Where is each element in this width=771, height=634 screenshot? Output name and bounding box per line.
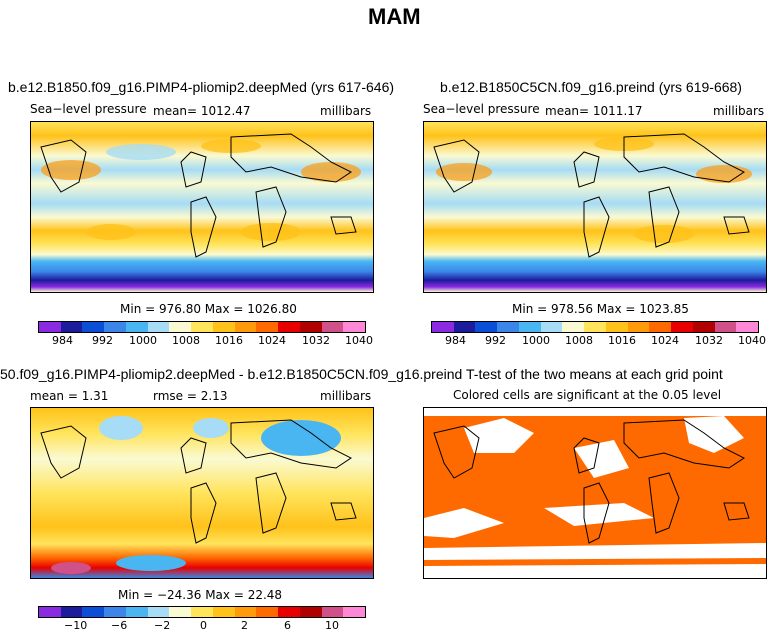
variable-label-top-right: Sea−level pressure (423, 102, 540, 116)
colorbar-swatch (475, 322, 498, 332)
colorbar-swatch (671, 322, 693, 332)
minmax-top-right: Min = 978.56 Max = 1023.85 (512, 302, 689, 316)
cbar-tick: 1008 (565, 334, 593, 347)
cbar-tick: −10 (64, 619, 88, 632)
cbar-tick: 10 (325, 619, 339, 632)
ttest-significance-map (423, 407, 767, 579)
sea-level-pressure-map-top-right (423, 121, 767, 293)
colorbar-swatch (104, 322, 126, 332)
cbar-tick: 984 (52, 334, 73, 347)
colorbar-swatch (191, 607, 213, 617)
colorbar-swatch (256, 322, 279, 332)
colorbar-swatch (321, 322, 344, 332)
cbar-tick: 1032 (695, 334, 723, 347)
colorbar-swatch (343, 607, 366, 617)
cbar-tick: −6 (111, 619, 128, 632)
cbar-tick: 1040 (738, 334, 766, 347)
cbar-tick: 1032 (302, 334, 330, 347)
colorbar-swatch (60, 322, 83, 332)
colorbar-swatch (584, 322, 606, 332)
colorbar-swatch (234, 607, 257, 617)
colorbar-swatch (649, 322, 672, 332)
colorbar-swatch (147, 322, 170, 332)
minmax-top-left: Min = 976.80 Max = 1026.80 (120, 302, 297, 316)
colorbar-swatch (125, 607, 148, 617)
colorbar-swatch (278, 322, 300, 332)
colorbar-swatch (39, 322, 61, 332)
colorbar-swatch (212, 322, 235, 332)
colorbar-swatch (147, 607, 170, 617)
cbar-tick: 2 (241, 619, 248, 632)
colorbar-swatch (627, 322, 650, 332)
colorbar-swatch (104, 607, 126, 617)
colorbar-swatch (256, 607, 279, 617)
colorbar-swatch (299, 607, 322, 617)
mean-label-top-left: mean= 1012.47 (153, 104, 251, 118)
colorbar-swatch (562, 322, 585, 332)
cbar-tick: 1000 (522, 334, 550, 347)
colorbar-swatch (540, 322, 563, 332)
colorbar-swatch (60, 607, 83, 617)
colorbar-swatch (714, 322, 737, 332)
rmse-label-bottom-left: rmse = 2.13 (153, 389, 228, 403)
cbar-tick: 992 (92, 334, 113, 347)
panel-title-bottom-left: 50.f09_g16.PIMP4-pliomip2.deepMed - b.e1… (0, 366, 463, 382)
cbar-tick: 1016 (608, 334, 636, 347)
units-label-bottom-left: millibars (320, 389, 372, 403)
colorbar-swatch (605, 322, 628, 332)
mean-label-bottom-left: mean = 1.31 (30, 389, 109, 403)
colorbar-swatch (497, 322, 519, 332)
colorbar-swatch (39, 607, 61, 617)
cbar-tick: 1024 (258, 334, 286, 347)
units-label-top-right: millibars (713, 104, 765, 118)
colorbar-swatch (234, 322, 257, 332)
units-label-top-left: millibars (320, 104, 372, 118)
cbar-tick: 1008 (172, 334, 200, 347)
colorbar-swatch (125, 322, 148, 332)
colorbar-swatch (82, 322, 105, 332)
colorbar-swatch (432, 322, 454, 332)
cbar-tick: 1024 (651, 334, 679, 347)
cbar-tick: 984 (445, 334, 466, 347)
significance-subtitle: Colored cells are significant at the 0.0… (453, 388, 722, 402)
cbar-tick: 1016 (215, 334, 243, 347)
mean-label-top-right: mean= 1011.17 (545, 104, 643, 118)
colorbar-swatch (169, 322, 192, 332)
colorbar-swatch (169, 607, 192, 617)
colorbar-swatch (518, 322, 541, 332)
figure-title: MAM (368, 4, 421, 29)
colorbar-swatch (191, 322, 213, 332)
cbar-tick: 1040 (345, 334, 373, 347)
panel-title-bottom-right: T-test of the two means at each grid poi… (466, 366, 723, 382)
colorbar-swatch (321, 607, 344, 617)
difference-map-bottom-left (30, 407, 374, 579)
colorbar-swatch (736, 322, 759, 332)
colorbar-swatch (212, 607, 235, 617)
panel-title-top-left: b.e12.B1850.f09_g16.PIMP4-pliomip2.deepM… (8, 79, 395, 95)
cbar-tick: −2 (154, 619, 171, 632)
cbar-tick: 0 (200, 619, 207, 632)
colorbar-swatch (278, 607, 300, 617)
minmax-bottom-left: Min = −24.36 Max = 22.48 (118, 588, 283, 602)
variable-label-top-left: Sea−level pressure (30, 102, 147, 116)
colorbar-bottom-left (38, 606, 366, 618)
colorbar-swatch (692, 322, 715, 332)
colorbar-top-right (431, 321, 759, 333)
panel-title-top-right: b.e12.B1850C5CN.f09_g16.preind (yrs 619-… (440, 79, 742, 95)
cbar-tick: 992 (485, 334, 506, 347)
colorbar-swatch (343, 322, 366, 332)
colorbar-swatch (82, 607, 105, 617)
cbar-tick: 1000 (129, 334, 157, 347)
colorbar-top-left (38, 321, 366, 333)
colorbar-swatch (453, 322, 476, 332)
sea-level-pressure-map-top-left (30, 121, 374, 293)
colorbar-swatch (299, 322, 322, 332)
cbar-tick: 6 (284, 619, 291, 632)
